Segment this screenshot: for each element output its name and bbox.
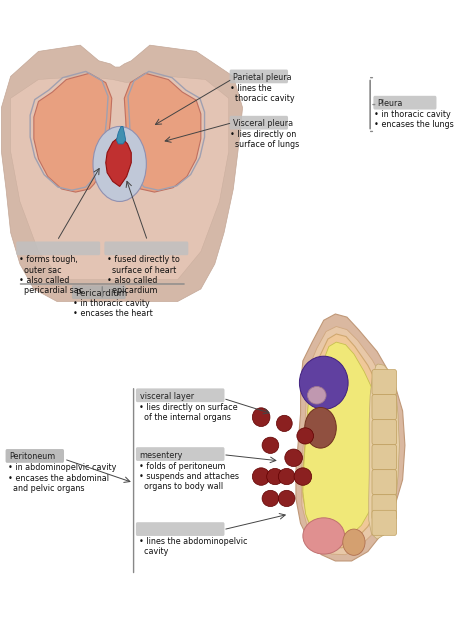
Text: visceral layer: visceral layer: [140, 392, 194, 401]
Text: • in thoracic cavity
• encases the heart: • in thoracic cavity • encases the heart: [73, 299, 153, 318]
Ellipse shape: [285, 449, 302, 467]
Ellipse shape: [93, 126, 146, 202]
Polygon shape: [303, 334, 389, 548]
Ellipse shape: [252, 468, 270, 485]
FancyBboxPatch shape: [136, 447, 225, 461]
Polygon shape: [11, 77, 228, 279]
Text: • folds of peritoneum
• suspends and attaches
  organs to body wall: • folds of peritoneum • suspends and att…: [139, 462, 239, 491]
FancyBboxPatch shape: [374, 96, 437, 109]
FancyBboxPatch shape: [16, 242, 100, 255]
Text: Pericardium: Pericardium: [76, 289, 128, 298]
Polygon shape: [1, 45, 243, 301]
Polygon shape: [296, 314, 405, 561]
FancyBboxPatch shape: [372, 420, 397, 445]
Text: • in thoracic cavity
• encases the lungs: • in thoracic cavity • encases the lungs: [374, 109, 454, 129]
Ellipse shape: [343, 529, 365, 555]
Polygon shape: [303, 342, 383, 543]
Text: Peritoneum: Peritoneum: [9, 452, 55, 462]
Text: Visceral pleura: Visceral pleura: [233, 119, 293, 128]
Polygon shape: [117, 126, 126, 144]
Text: • lies directly on surface
  of the internal organs: • lies directly on surface of the intern…: [139, 403, 237, 422]
FancyBboxPatch shape: [372, 370, 397, 394]
FancyBboxPatch shape: [229, 116, 288, 129]
FancyBboxPatch shape: [6, 449, 64, 463]
Ellipse shape: [300, 356, 348, 409]
Ellipse shape: [262, 437, 279, 453]
Text: • lies directly on
  surface of lungs: • lies directly on surface of lungs: [229, 129, 299, 149]
Ellipse shape: [278, 468, 295, 485]
FancyBboxPatch shape: [72, 285, 126, 299]
Polygon shape: [34, 73, 112, 192]
Text: • lines the
  thoracic cavity: • lines the thoracic cavity: [229, 84, 294, 104]
Text: mesentery: mesentery: [140, 450, 183, 460]
Ellipse shape: [267, 468, 283, 485]
Ellipse shape: [305, 408, 336, 448]
Ellipse shape: [278, 490, 295, 507]
Ellipse shape: [252, 408, 270, 426]
Text: Parietal pleura: Parietal pleura: [233, 73, 292, 82]
Ellipse shape: [297, 428, 314, 444]
Polygon shape: [301, 327, 397, 555]
Ellipse shape: [294, 468, 312, 485]
FancyBboxPatch shape: [104, 242, 188, 255]
Polygon shape: [106, 138, 131, 187]
FancyBboxPatch shape: [372, 511, 397, 535]
FancyBboxPatch shape: [136, 388, 225, 402]
Ellipse shape: [308, 386, 326, 404]
Polygon shape: [369, 364, 400, 539]
FancyBboxPatch shape: [372, 394, 397, 420]
Ellipse shape: [276, 415, 292, 431]
Text: • forms tough,
  outer sac
• also called
  pericardial sac: • forms tough, outer sac • also called p…: [19, 255, 83, 295]
Ellipse shape: [303, 518, 345, 554]
Text: • in abdominopelvic cavity
• encases the abdominal
  and pelvic organs: • in abdominopelvic cavity • encases the…: [9, 463, 117, 493]
Text: • fused directly to
  surface of heart
• also called
  epicardium: • fused directly to surface of heart • a…: [107, 255, 180, 295]
Ellipse shape: [262, 490, 279, 507]
Text: Pleura: Pleura: [377, 99, 402, 108]
Text: • lines the abdominopelvic
  cavity: • lines the abdominopelvic cavity: [139, 536, 247, 556]
FancyBboxPatch shape: [372, 470, 397, 495]
Polygon shape: [124, 73, 201, 192]
FancyBboxPatch shape: [229, 70, 288, 84]
FancyBboxPatch shape: [136, 522, 225, 536]
FancyBboxPatch shape: [372, 445, 397, 470]
FancyBboxPatch shape: [372, 495, 397, 520]
